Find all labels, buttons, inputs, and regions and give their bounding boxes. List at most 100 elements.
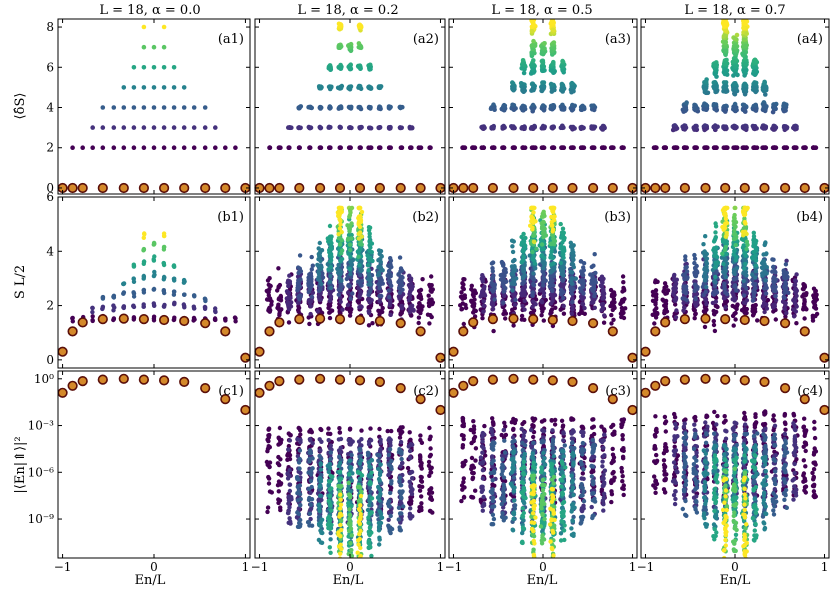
data-point bbox=[377, 285, 382, 291]
data-point bbox=[521, 87, 526, 93]
data-point bbox=[317, 293, 322, 299]
data-point bbox=[489, 301, 495, 307]
data-point bbox=[307, 321, 312, 327]
ytick-label: 2 bbox=[46, 141, 54, 155]
scar-state-point bbox=[57, 346, 68, 357]
data-point bbox=[400, 275, 405, 280]
scar-state-point bbox=[77, 182, 88, 194]
data-point bbox=[396, 272, 401, 277]
data-point bbox=[722, 40, 728, 46]
data-point bbox=[287, 273, 292, 278]
data-point bbox=[712, 102, 717, 107]
data-point bbox=[191, 145, 197, 150]
data-point bbox=[711, 145, 717, 150]
data-point bbox=[562, 281, 567, 287]
data-point bbox=[529, 145, 535, 150]
scar-state-point bbox=[759, 182, 770, 194]
data-point bbox=[547, 284, 552, 289]
data-point bbox=[297, 105, 303, 110]
data-point bbox=[621, 280, 626, 285]
data-point bbox=[601, 287, 606, 292]
data-point bbox=[782, 124, 787, 130]
data-point bbox=[70, 145, 75, 150]
data-point bbox=[570, 84, 575, 90]
data-point bbox=[277, 145, 283, 150]
data-point bbox=[380, 305, 385, 311]
scar-state-point bbox=[739, 182, 750, 194]
data-point bbox=[612, 292, 617, 297]
data-point bbox=[296, 304, 301, 309]
data-point bbox=[491, 145, 496, 150]
data-point bbox=[522, 298, 527, 304]
data-point bbox=[549, 287, 555, 293]
data-point bbox=[521, 269, 527, 274]
data-point bbox=[530, 46, 535, 52]
data-point bbox=[490, 282, 495, 288]
data-point bbox=[761, 86, 767, 92]
data-point bbox=[366, 268, 371, 273]
data-point bbox=[141, 288, 146, 293]
data-point bbox=[365, 262, 371, 268]
data-point bbox=[151, 287, 157, 292]
data-point bbox=[349, 205, 355, 211]
data-point bbox=[337, 213, 342, 218]
data-point bbox=[429, 283, 434, 288]
data-point bbox=[713, 85, 718, 90]
scar-state-point bbox=[294, 314, 305, 325]
data-point bbox=[368, 282, 373, 287]
data-point bbox=[121, 125, 127, 130]
data-point bbox=[112, 305, 117, 310]
data-point bbox=[572, 103, 577, 109]
data-point bbox=[121, 105, 127, 110]
data-point bbox=[764, 104, 769, 109]
data-point bbox=[580, 278, 586, 283]
data-point bbox=[357, 64, 362, 70]
data-point bbox=[608, 287, 614, 293]
data-point bbox=[531, 126, 536, 131]
data-point bbox=[609, 312, 614, 318]
data-point bbox=[366, 255, 371, 260]
data-point bbox=[561, 295, 566, 301]
data-point bbox=[551, 104, 556, 109]
data-point bbox=[161, 65, 167, 70]
data-point bbox=[317, 145, 323, 150]
data-point bbox=[310, 263, 315, 268]
data-point bbox=[510, 259, 516, 264]
scar-states bbox=[640, 182, 830, 194]
panel-label: (a1) bbox=[218, 32, 244, 47]
data-point bbox=[131, 65, 137, 70]
data-point bbox=[345, 302, 351, 308]
data-point bbox=[318, 264, 323, 270]
data-point bbox=[593, 280, 598, 285]
data-point bbox=[141, 85, 147, 90]
data-point bbox=[770, 109, 776, 115]
data-point bbox=[531, 271, 536, 276]
data-point bbox=[131, 317, 136, 322]
data-point bbox=[733, 67, 739, 73]
data-point bbox=[161, 44, 167, 50]
data-point bbox=[512, 264, 517, 269]
data-point bbox=[141, 145, 147, 150]
data-point bbox=[171, 85, 177, 90]
data-point bbox=[703, 79, 709, 85]
data-point bbox=[721, 21, 727, 27]
data-point bbox=[480, 316, 485, 321]
scatter-points bbox=[70, 24, 238, 150]
data-point bbox=[714, 89, 719, 94]
data-point bbox=[347, 125, 353, 131]
data-point bbox=[723, 109, 728, 114]
data-point bbox=[398, 125, 403, 131]
data-point bbox=[539, 313, 544, 318]
data-point bbox=[742, 68, 748, 74]
data-point bbox=[367, 66, 373, 72]
data-point bbox=[289, 300, 294, 305]
data-point bbox=[161, 125, 167, 130]
data-point bbox=[131, 105, 137, 110]
data-point bbox=[711, 80, 717, 85]
data-point bbox=[276, 266, 281, 271]
data-point bbox=[481, 299, 486, 304]
data-point bbox=[491, 124, 496, 130]
data-point bbox=[337, 226, 343, 231]
data-point bbox=[317, 124, 323, 130]
data-point bbox=[357, 241, 363, 247]
